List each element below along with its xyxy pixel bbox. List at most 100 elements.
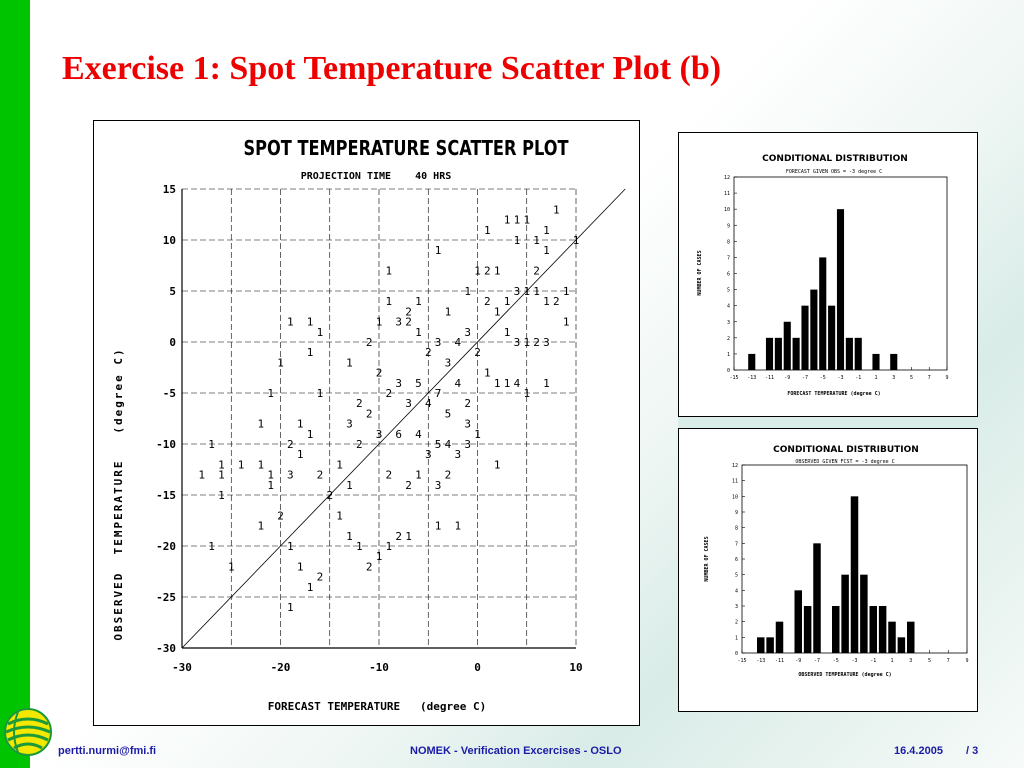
hist-y-tick-label: 9 [735, 510, 738, 516]
scatter-point: 1 [208, 540, 215, 553]
scatter-point: 1 [208, 438, 215, 451]
scatter-point: 1 [523, 387, 530, 400]
hist-bar [794, 590, 802, 653]
scatter-point: 2 [445, 469, 452, 482]
hist1-x-axis-label: FORECAST TEMPERATURE (degree C) [787, 391, 880, 397]
hist-bar [819, 257, 827, 370]
hist-y-tick-label: 7 [727, 255, 730, 261]
scatter-point: 4 [454, 336, 461, 349]
scatter-point: 1 [563, 316, 570, 329]
hist-y-tick-label: 4 [735, 588, 738, 594]
hist-bar [757, 637, 765, 653]
hist-y-tick-label: 8 [727, 239, 730, 245]
scatter-point: 1 [307, 428, 314, 441]
scatter-point: 3 [464, 326, 471, 339]
scatter-point: 2 [474, 346, 481, 359]
scatter-point: 1 [257, 520, 264, 533]
scatter-point: 2 [366, 560, 373, 573]
hist-y-tick-label: 11 [724, 191, 730, 197]
scatter-point: 1 [297, 418, 304, 431]
hist-x-tick-label: -11 [765, 375, 774, 381]
scatter-point: 1 [257, 458, 264, 471]
scatter-point: 2 [366, 336, 373, 349]
panel-gap [678, 417, 978, 428]
scatter-point: 4 [454, 377, 461, 390]
hist-y-tick-label: 5 [735, 573, 738, 579]
scatter-point: 2 [405, 316, 412, 329]
scatter-point: 1 [267, 469, 274, 482]
scatter-point: 4 [415, 428, 422, 441]
hist-bar [774, 337, 782, 370]
scatter-point: 3 [346, 418, 353, 431]
hist-y-tick-label: 8 [735, 526, 738, 532]
hist-bar [907, 621, 915, 653]
scatter-point: 1 [533, 285, 540, 298]
hist-bar [828, 305, 836, 370]
hist2-x-axis-label: OBSERVED TEMPERATURE (degree C) [798, 672, 891, 678]
scatter-point: 1 [376, 550, 383, 563]
hist-y-tick-label: 11 [732, 479, 738, 485]
hist-x-tick-label: -9 [784, 375, 790, 381]
scatter-point: 1 [297, 560, 304, 573]
scatter-y-tick-label: 15 [163, 183, 176, 196]
scatter-point: 3 [514, 336, 521, 349]
scatter-point: 1 [543, 295, 550, 308]
scatter-point: 3 [435, 336, 442, 349]
scatter-point: 5 [415, 377, 422, 390]
scatter-point: 2 [356, 438, 363, 451]
scatter-point: 1 [336, 458, 343, 471]
scatter-point: 1 [494, 377, 501, 390]
hist-bar [813, 543, 821, 653]
scatter-point: 1 [287, 540, 294, 553]
scatter-point: 1 [267, 479, 274, 492]
hist-x-tick-label: -9 [795, 658, 801, 664]
hist-y-tick-label: 2 [735, 620, 738, 626]
scatter-point: 2 [376, 367, 383, 380]
scatter-point: 1 [474, 428, 481, 441]
scatter-point: 1 [307, 581, 314, 594]
hist-x-tick-label: 7 [928, 375, 931, 381]
hist2-subtitle: OBSERVED GIVEN FCST = -3 degree C [795, 459, 894, 465]
scatter-point: 1 [484, 224, 491, 237]
scatter-point: 2 [317, 469, 324, 482]
scatter-point: 1 [514, 234, 521, 247]
hist-y-tick-label: 3 [727, 320, 730, 326]
hist-bar [888, 621, 896, 653]
scatter-point: 4 [514, 377, 521, 390]
scatter-y-tick-label: 0 [169, 336, 176, 349]
scatter-y-tick-label: -15 [156, 489, 176, 502]
scatter-grid [181, 188, 626, 649]
scatter-point: 2 [395, 530, 402, 543]
scatter-point: 1 [543, 224, 550, 237]
footer-email: pertti.nurmi@fmi.fi [58, 745, 157, 757]
hist-x-tick-label: -13 [747, 375, 756, 381]
scatter-y-tick-label: -10 [156, 438, 176, 451]
scatter-point: 1 [376, 316, 383, 329]
scatter-point: 1 [405, 530, 412, 543]
hist-x-tick-label: -11 [775, 658, 784, 664]
scatter-point: 2 [425, 346, 432, 359]
hist-y-tick-label: 5 [727, 288, 730, 294]
hist-bar [810, 289, 818, 370]
scatter-point: 3 [445, 356, 452, 369]
hist-y-tick-label: 0 [727, 368, 730, 374]
forecast-distribution-panel: CONDITIONAL DISTRIBUTION FORECAST GIVEN … [678, 132, 978, 417]
scatter-point: 2 [366, 407, 373, 420]
hist-x-tick-label: 5 [910, 375, 913, 381]
hist-bar [841, 574, 849, 653]
scatter-point: 7 [435, 387, 442, 400]
fmi-globe-logo-icon [2, 706, 56, 758]
scatter-point: 1 [257, 418, 264, 431]
hist-bar [832, 606, 840, 653]
hist1-y-axis-label: NUMBER OF CASES [697, 250, 703, 295]
hist-x-tick-label: -5 [833, 658, 839, 664]
scatter-point: 3 [395, 316, 402, 329]
scatter-point: 1 [238, 458, 245, 471]
scatter-y-axis-label: OBSERVED TEMPERATURE (degree C) [112, 347, 125, 640]
hist-x-tick-label: -7 [814, 658, 820, 664]
scatter-point: 1 [563, 285, 570, 298]
hist2-y-axis-label: NUMBER OF CASES [704, 536, 710, 581]
scatter-point: 1 [198, 469, 205, 482]
scatter-point: 3 [287, 469, 294, 482]
